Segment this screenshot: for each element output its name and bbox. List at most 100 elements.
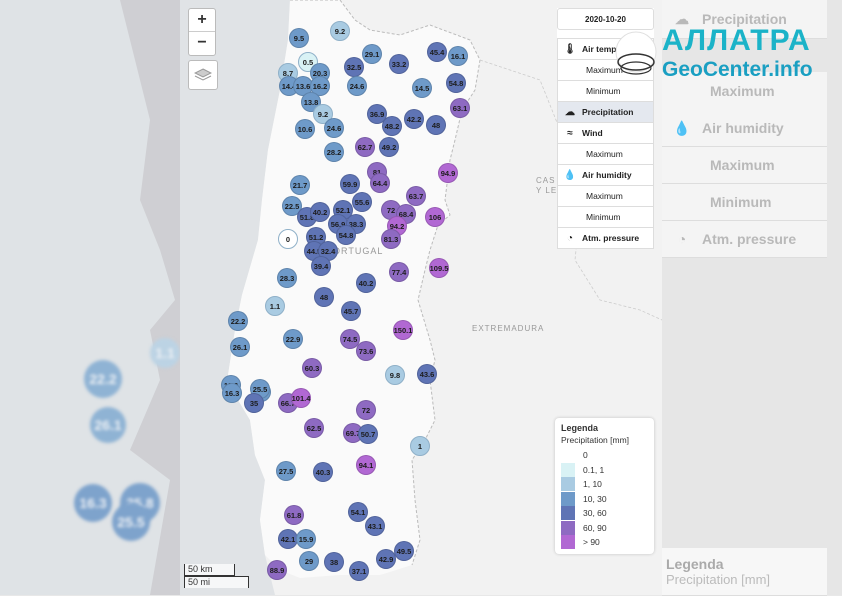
station-marker[interactable]: 45.4	[427, 42, 447, 62]
station-marker[interactable]: 22.5	[282, 196, 302, 216]
region-label-castilla: CAS	[536, 176, 556, 185]
station-marker[interactable]: 101.4	[291, 388, 311, 408]
station-marker[interactable]: 48.2	[382, 116, 402, 136]
station-marker[interactable]: 33.2	[389, 54, 409, 74]
station-marker[interactable]: 10.6	[295, 119, 315, 139]
legend-swatch	[561, 462, 575, 477]
station-marker[interactable]: 21.7	[290, 175, 310, 195]
station-marker[interactable]: 48	[314, 287, 334, 307]
station-marker[interactable]: 64.4	[370, 173, 390, 193]
station-marker[interactable]: 94.1	[356, 455, 376, 475]
menu-item-maximum-7[interactable]: Maximum	[557, 186, 654, 207]
station-marker[interactable]: 1.1	[265, 296, 285, 316]
station-marker[interactable]: 77.4	[389, 262, 409, 282]
legend-label: > 90	[583, 537, 600, 548]
station-marker[interactable]: 54.1	[348, 502, 368, 522]
station-marker[interactable]: 0	[278, 229, 298, 249]
zoom-out-button[interactable]: −	[189, 31, 215, 54]
blurred-value: 16.3	[74, 484, 112, 522]
station-marker[interactable]: 50.7	[358, 424, 378, 444]
station-marker[interactable]: 36.9	[367, 104, 387, 124]
station-marker[interactable]: 40.2	[356, 273, 376, 293]
menu-item-maximum-5[interactable]: Maximum	[557, 144, 654, 165]
station-marker[interactable]: 16.3	[222, 383, 242, 403]
menu-item-air-humidity-6[interactable]: 💧 Air humidity	[557, 165, 654, 186]
station-marker[interactable]: 22.9	[283, 329, 303, 349]
station-marker[interactable]: 28.3	[277, 268, 297, 288]
station-marker[interactable]: 94.9	[438, 163, 458, 183]
station-marker[interactable]: 29	[299, 551, 319, 571]
blurred-value: 26.1	[90, 407, 126, 443]
date-display[interactable]: 2020-10-20	[557, 8, 654, 30]
menu-item-precipitation-3[interactable]: ☁ Precipitation	[557, 102, 654, 123]
thermometer-icon: 🌡	[563, 43, 577, 55]
legend-item: 10, 30	[555, 491, 654, 507]
blurred-panel-precipitation: ☁ Precipitation	[662, 0, 827, 39]
station-marker[interactable]: 9.2	[330, 21, 350, 41]
station-marker[interactable]: 72	[356, 400, 376, 420]
station-marker[interactable]: 74.5	[340, 329, 360, 349]
station-marker[interactable]: 26.1	[230, 337, 250, 357]
pressure-gauge-icon: ◔	[566, 232, 574, 244]
station-marker[interactable]: 16.2	[310, 76, 330, 96]
station-marker[interactable]: 39.4	[311, 256, 331, 276]
station-marker[interactable]: 150.1	[393, 320, 413, 340]
station-marker[interactable]: 27.5	[276, 461, 296, 481]
station-marker[interactable]: 60.3	[302, 358, 322, 378]
station-marker[interactable]: 38	[324, 552, 344, 572]
zoom-in-button[interactable]: +	[197, 11, 207, 28]
station-marker[interactable]: 29.1	[362, 44, 382, 64]
station-marker[interactable]: 43.1	[365, 516, 385, 536]
station-marker[interactable]: 28.2	[324, 142, 344, 162]
station-marker[interactable]: 9.5	[289, 28, 309, 48]
station-marker[interactable]: 42.1	[278, 529, 298, 549]
station-marker[interactable]: 61.8	[284, 505, 304, 525]
station-marker[interactable]: 55.6	[352, 192, 372, 212]
menu-item-atm-pressure-9[interactable]: ◔ Atm. pressure	[557, 228, 654, 249]
station-marker[interactable]: 73.6	[356, 341, 376, 361]
station-marker[interactable]: 1	[410, 436, 430, 456]
station-marker[interactable]: 49.5	[394, 541, 414, 561]
station-marker[interactable]: 54.8	[336, 225, 356, 245]
map-canvas[interactable]: PORTUGAL EXTREMADURA CAS Y LE 9.5 9.2 29.1…	[180, 0, 662, 595]
station-marker[interactable]: 40.3	[313, 462, 333, 482]
station-marker[interactable]: 14.5	[412, 78, 432, 98]
station-marker[interactable]: 40.2	[310, 202, 330, 222]
station-marker[interactable]: 22.2	[228, 311, 248, 331]
station-marker[interactable]: 49.2	[379, 137, 399, 157]
legend-label: 60, 90	[583, 522, 607, 533]
menu-item-wind-4[interactable]: ≈ Wind	[557, 123, 654, 144]
station-marker[interactable]: 42.2	[404, 109, 424, 129]
station-marker[interactable]: 54.8	[446, 73, 466, 93]
station-marker[interactable]: 88.9	[267, 560, 287, 580]
station-marker[interactable]: 9.8	[385, 365, 405, 385]
station-marker[interactable]: 35	[244, 393, 264, 413]
station-marker[interactable]: 59.9	[340, 174, 360, 194]
legend-label: 0.1, 1	[583, 464, 605, 475]
station-marker[interactable]: 24.6	[347, 76, 367, 96]
region-label-portugal: PORTUGAL	[326, 246, 384, 256]
station-marker[interactable]: 16.1	[448, 46, 468, 66]
station-marker[interactable]: 37.1	[349, 561, 369, 581]
station-marker[interactable]: 81.3	[381, 229, 401, 249]
menu-item-minimum-2[interactable]: Minimum	[557, 81, 654, 102]
menu-item-minimum-8[interactable]: Minimum	[557, 207, 654, 228]
layers-button[interactable]	[188, 60, 218, 90]
station-marker[interactable]: 62.5	[304, 418, 324, 438]
station-marker[interactable]: 109.5	[429, 258, 449, 278]
blurred-panel-maximum-2: Maximum	[662, 147, 827, 184]
station-marker[interactable]: 43.6	[417, 364, 437, 384]
station-marker[interactable]: 15.9	[296, 529, 316, 549]
station-marker[interactable]: 42.9	[376, 549, 396, 569]
station-marker[interactable]: 62.7	[355, 137, 375, 157]
station-marker[interactable]: 63.1	[450, 98, 470, 118]
station-marker[interactable]: 32.5	[344, 57, 364, 77]
station-marker[interactable]: 48	[426, 115, 446, 135]
menu-item-label: Precipitation	[582, 107, 634, 117]
station-marker[interactable]: 45.7	[341, 301, 361, 321]
humidity-drop-icon: 💧	[563, 169, 577, 181]
station-marker[interactable]: 63.7	[406, 186, 426, 206]
menu-item-label: Minimum	[586, 86, 621, 96]
station-marker[interactable]: 24.6	[324, 118, 344, 138]
station-marker[interactable]: 106	[425, 207, 445, 227]
